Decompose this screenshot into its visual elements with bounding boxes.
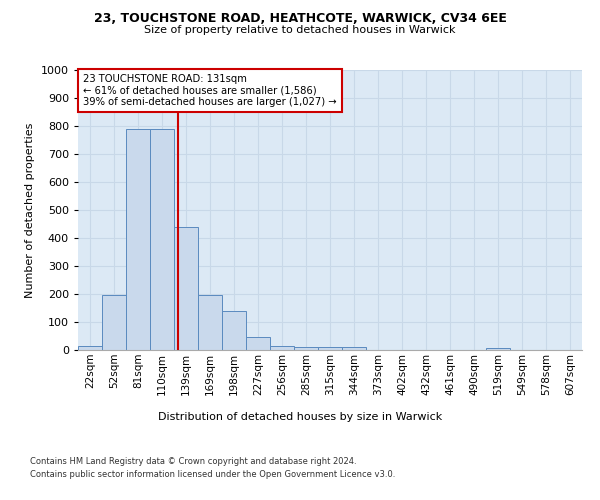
Text: Size of property relative to detached houses in Warwick: Size of property relative to detached ho…: [144, 25, 456, 35]
Text: Contains HM Land Registry data © Crown copyright and database right 2024.: Contains HM Land Registry data © Crown c…: [30, 458, 356, 466]
Bar: [102, 296, 126, 350]
Bar: [78, 346, 102, 350]
Bar: [222, 311, 246, 350]
Bar: [486, 348, 510, 350]
Bar: [294, 347, 318, 350]
Bar: [174, 227, 198, 350]
Bar: [342, 347, 366, 350]
Text: Contains public sector information licensed under the Open Government Licence v3: Contains public sector information licen…: [30, 470, 395, 479]
Text: Distribution of detached houses by size in Warwick: Distribution of detached houses by size …: [158, 412, 442, 422]
Bar: [270, 346, 294, 350]
Bar: [150, 129, 174, 350]
Bar: [198, 296, 222, 350]
Bar: [246, 338, 270, 350]
Text: 23, TOUCHSTONE ROAD, HEATHCOTE, WARWICK, CV34 6EE: 23, TOUCHSTONE ROAD, HEATHCOTE, WARWICK,…: [94, 12, 506, 26]
Y-axis label: Number of detached properties: Number of detached properties: [25, 122, 35, 298]
Text: 23 TOUCHSTONE ROAD: 131sqm
← 61% of detached houses are smaller (1,586)
39% of s: 23 TOUCHSTONE ROAD: 131sqm ← 61% of deta…: [83, 74, 337, 108]
Bar: [318, 347, 342, 350]
Bar: [126, 129, 150, 350]
